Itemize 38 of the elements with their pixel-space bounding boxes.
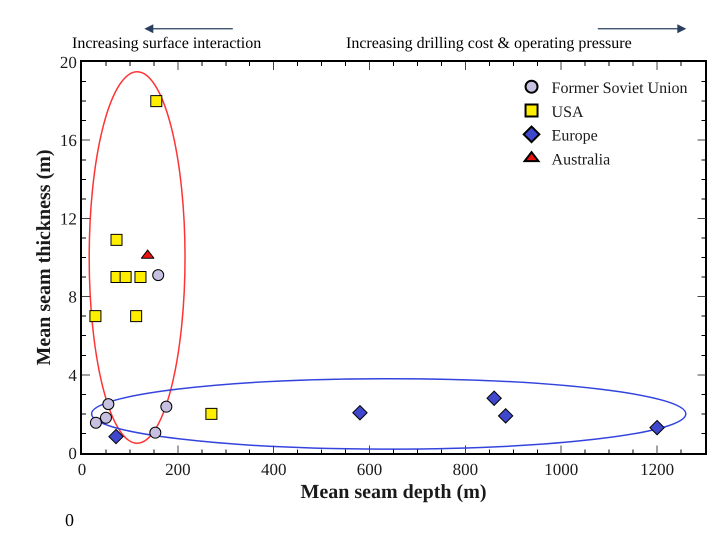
x-tick-label: 1000 [544, 460, 578, 480]
legend-label: Australia [552, 151, 610, 168]
point [498, 408, 514, 424]
text: Increasing drilling cost & operating pressure [346, 35, 632, 52]
y-tick-label: 0 [68, 444, 77, 463]
point [134, 271, 146, 284]
x-tick-label: 600 [356, 460, 382, 480]
legend-label: Former Soviet Union [552, 80, 688, 97]
point [152, 269, 164, 282]
x-axis-title: Mean seam depth (m) [300, 481, 487, 504]
y-tick-label: 20 [60, 52, 77, 72]
point [649, 420, 665, 436]
legend-label: Europe [552, 128, 598, 145]
y-tick-label: 12 [60, 209, 77, 228]
point [102, 398, 114, 410]
point [130, 310, 142, 322]
point [150, 95, 162, 108]
point [160, 400, 172, 413]
point [89, 310, 102, 322]
point [108, 428, 124, 444]
point [90, 416, 102, 429]
x-tick-label: 800 [452, 460, 478, 480]
point [120, 271, 132, 284]
y-tick-label: 16 [60, 131, 77, 150]
point [352, 405, 368, 420]
point [110, 234, 122, 246]
y-tick-label: 8 [68, 288, 77, 307]
y-axis-title: Mean seam thickness (m) [32, 149, 55, 366]
x-tick-label: 200 [165, 460, 191, 480]
text: Increasing surface interaction [72, 35, 262, 52]
legend-label: USA [552, 104, 584, 121]
point [486, 390, 502, 406]
point [149, 426, 162, 439]
point [100, 412, 112, 424]
y-tick-label: 4 [68, 366, 78, 385]
x-tick-label: 1200 [640, 460, 674, 480]
point [205, 408, 218, 420]
x-tick-label: 400 [260, 460, 286, 480]
